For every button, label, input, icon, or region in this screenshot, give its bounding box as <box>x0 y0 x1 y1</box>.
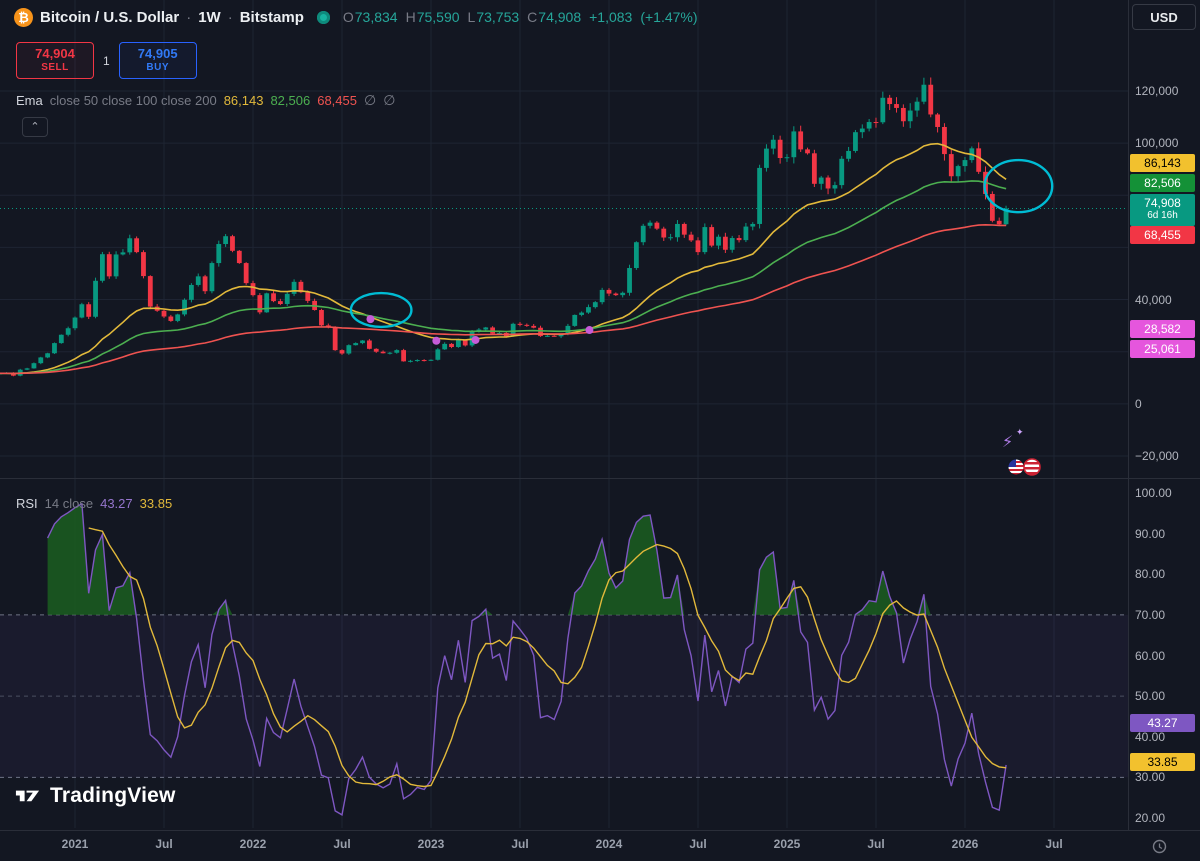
ema100-value: 82,506 <box>270 93 311 108</box>
time-axis[interactable]: 2021 Jul 2022 Jul 2023 Jul 2024 Jul 2025 Jul 2026 J… <box>0 831 1128 861</box>
axis-label: 60.00 <box>1135 648 1166 663</box>
axis-label: 120,000 <box>1135 84 1179 98</box>
low-value: 73,753 <box>476 9 520 25</box>
buy-price: 74,905 <box>137 46 178 62</box>
tradingview-logo-icon <box>15 790 40 802</box>
time-axis-label: 2025 <box>773 837 801 851</box>
sell-label: SELL <box>41 62 69 74</box>
axis-label: 0 <box>1135 396 1142 411</box>
chevron-up-icon: ⌃ <box>30 120 40 133</box>
lightning-icon: ⚡ <box>1002 434 1014 451</box>
time-axis-label: Jul <box>689 837 707 851</box>
rsi-value: 43.27 <box>100 496 133 511</box>
axis-label: 50.00 <box>1135 689 1166 704</box>
time-axis-label: Jul <box>333 837 351 851</box>
buy-button[interactable]: 74,905 BUY <box>118 42 197 79</box>
sell-button[interactable]: 74,904 SELL <box>16 42 94 79</box>
trade-panel: 74,904 SELL 1 74,905 BUY <box>16 42 197 79</box>
disabled-source-icon[interactable]: ∅ <box>383 92 396 108</box>
timezone-clock-icon[interactable] <box>1152 839 1167 854</box>
rsi-axis-badge: 33.85 <box>1130 752 1195 771</box>
close-value: 74,908 <box>538 9 582 25</box>
high-value: 75,590 <box>416 9 460 25</box>
high-label: H <box>405 9 416 25</box>
symbol-name[interactable]: Bitcoin / U.S. Dollar <box>40 8 180 26</box>
ema-title: Ema <box>16 93 43 108</box>
price-axis-badge: 74,908 6d 16h <box>1130 193 1195 226</box>
axis-label: 100,000 <box>1135 136 1179 151</box>
tradingview-watermark: TradingView <box>14 782 176 809</box>
star-icon: ✦ <box>1016 427 1024 437</box>
ema50-value: 86,143 <box>223 93 264 108</box>
axis-corner[interactable] <box>1128 831 1200 861</box>
rsi-indicator-legend[interactable]: RSI 14 close 43.27 33.85 <box>16 496 172 511</box>
axis-label: 40.00 <box>1135 729 1166 744</box>
time-axis-label: Jul <box>867 837 885 851</box>
interval-label[interactable]: 1W <box>198 8 221 26</box>
price-axis-badge: 25,061 <box>1130 340 1195 359</box>
rsi-title: RSI <box>16 496 38 511</box>
axis-label: 40,000 <box>1135 292 1172 307</box>
open-value: 73,834 <box>354 9 398 25</box>
axis-label: 90.00 <box>1135 526 1166 541</box>
time-axis-label: Jul <box>155 837 173 851</box>
change-percent: (+1.47%) <box>640 9 698 25</box>
separator-dot: · <box>186 8 192 26</box>
collapse-panel-button[interactable]: ⌃ <box>22 117 48 137</box>
time-axis-label: Jul <box>1045 837 1063 851</box>
axis-label: 70.00 <box>1135 607 1166 622</box>
event-flags-icon[interactable] <box>1006 457 1044 482</box>
rsi-axis-badge: 43.27 <box>1130 714 1195 733</box>
sell-price: 74,904 <box>35 46 75 62</box>
watermark-text: TradingView <box>50 783 176 807</box>
price-axis-badge: 68,455 <box>1130 225 1195 244</box>
data-source-icon <box>316 10 330 24</box>
ema200-value: 68,455 <box>317 93 357 108</box>
sparkle-bolt-icon[interactable]: ⚡ ✦ <box>1000 427 1030 456</box>
axis-label: −20,000 <box>1135 448 1179 463</box>
currency-toggle-button[interactable]: USD <box>1132 4 1196 30</box>
disabled-source-icon[interactable]: ∅ <box>363 92 377 108</box>
us-flag-icon <box>1008 459 1024 475</box>
bitcoin-logo-icon: ₿ <box>14 7 33 27</box>
time-axis-label: 2021 <box>61 837 89 851</box>
close-label: C <box>527 9 538 25</box>
us-flag-icon <box>1024 459 1040 475</box>
time-axis-label: 2022 <box>239 837 267 851</box>
axis-label: 30.00 <box>1135 770 1166 785</box>
buy-label: BUY <box>146 62 169 74</box>
axis-label: 80.00 <box>1135 567 1166 582</box>
spread-value: 1 <box>103 53 110 68</box>
ema-params: close 50 close 100 close 200 <box>49 93 217 108</box>
exchange-name[interactable]: Bitstamp <box>239 8 304 26</box>
change-value: +1,083 <box>589 9 633 25</box>
price-axis-badge: 82,506 <box>1130 173 1195 192</box>
ohlc-readout: O 73,834 H 75,590 L 73,753 C 74,908 +1,083 (… <box>343 9 698 25</box>
rsi-params: 14 close <box>44 496 94 511</box>
axis-label: 20.00 <box>1135 811 1166 825</box>
time-axis-label: 2024 <box>595 837 623 851</box>
price-axis-badge: 86,143 <box>1130 153 1195 172</box>
ema-indicator-legend[interactable]: Ema close 50 close 100 close 200 86,143 … <box>16 92 395 109</box>
rsi-ma-value: 33.85 <box>139 496 173 511</box>
open-label: O <box>342 9 354 25</box>
time-axis-label: 2023 <box>417 837 445 851</box>
axis-label: 100.00 <box>1135 486 1172 500</box>
low-label: L <box>467 9 476 25</box>
time-axis-label: 2026 <box>951 837 979 851</box>
price-axis-badge: 28,582 <box>1130 320 1195 339</box>
symbol-header: ₿ Bitcoin / U.S. Dollar · 1W · Bitstamp … <box>0 0 1120 34</box>
separator-dot: · <box>227 8 233 26</box>
price-axis[interactable]: 120,000 100,000 40,000 0 −20,000 100.00 90.00 8… <box>1128 0 1200 830</box>
time-axis-label: Jul <box>511 837 529 851</box>
